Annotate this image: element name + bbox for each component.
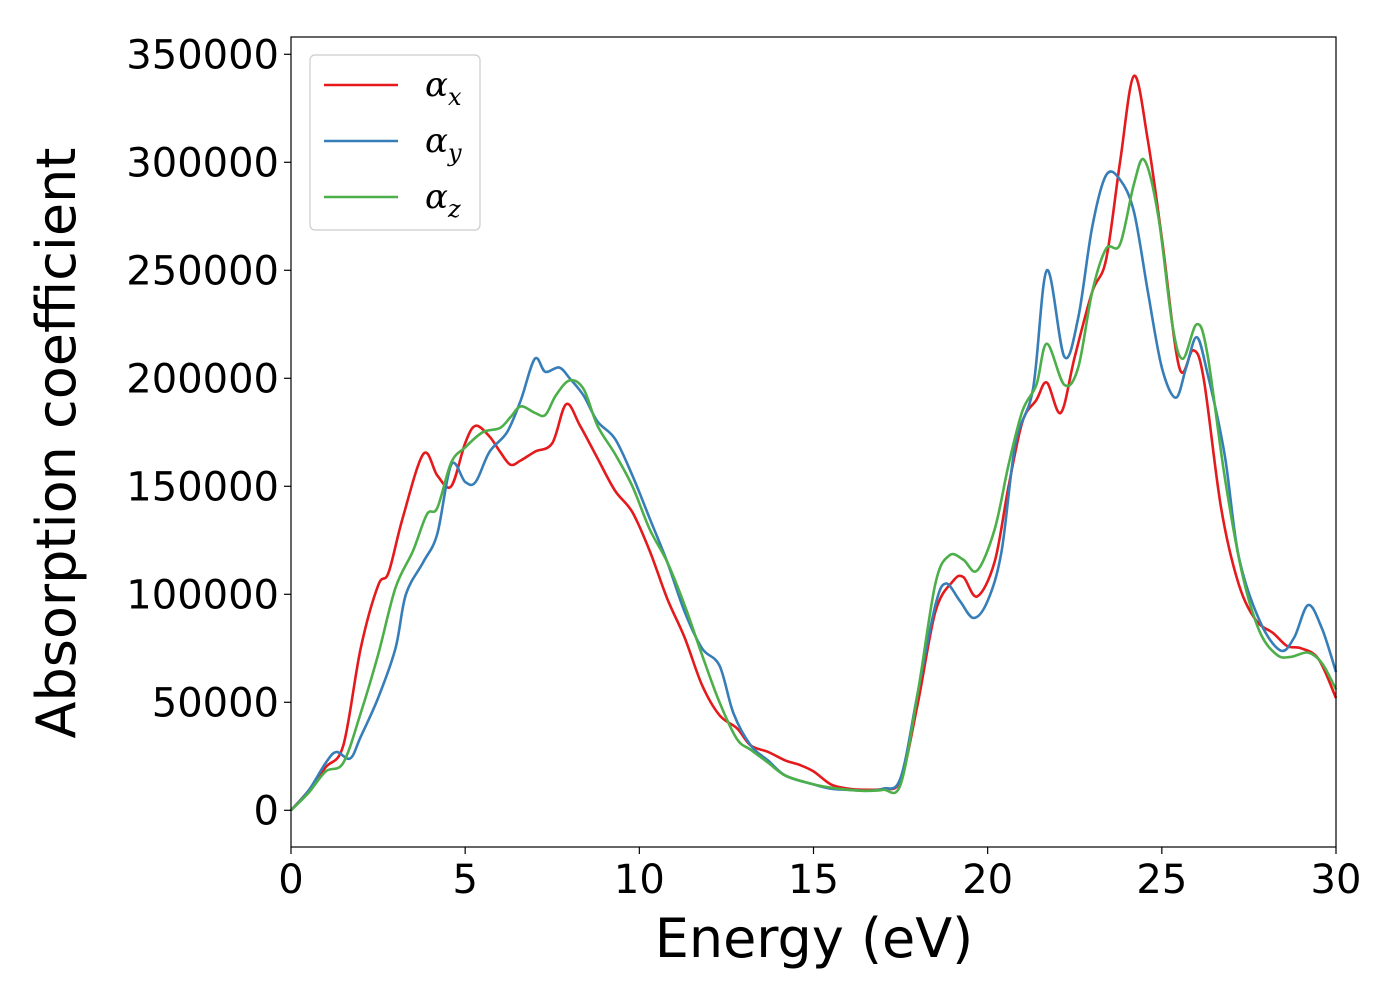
x-tick-label: 20 bbox=[962, 857, 1013, 903]
legend-box bbox=[309, 54, 481, 231]
legend-symbol: α bbox=[425, 121, 448, 161]
x-tick-label: 25 bbox=[1136, 857, 1187, 903]
legend-subscript: y bbox=[447, 139, 462, 167]
legend-symbol: α bbox=[425, 177, 448, 217]
series-line-z bbox=[290, 157, 1338, 812]
tick-layer: 0 5 10 15 20 25 30 0 50000 100000 150000 200000 2500… bbox=[126, 32, 1361, 903]
y-tick-label: 50000 bbox=[152, 680, 279, 726]
legend-label-z: αz bbox=[425, 177, 461, 223]
y-tick-label: 350000 bbox=[126, 32, 279, 78]
y-tick-label: 150000 bbox=[126, 464, 279, 510]
x-tick-label: 30 bbox=[1311, 857, 1362, 903]
x-axis-label: Energy (eV) bbox=[655, 907, 974, 970]
x-tick-label: 5 bbox=[452, 857, 477, 903]
y-axis-label: Absorption coefficient bbox=[25, 148, 88, 739]
legend-subscript: x bbox=[448, 83, 462, 111]
legend-subscript: z bbox=[447, 195, 461, 223]
y-tick-label: 300000 bbox=[126, 140, 279, 186]
plot-frame bbox=[290, 36, 1337, 848]
y-tick-label: 250000 bbox=[126, 248, 279, 294]
x-tick-label: 10 bbox=[614, 857, 665, 903]
y-tick-label: 100000 bbox=[126, 572, 279, 618]
y-tick-label: 0 bbox=[254, 788, 279, 834]
legend-label-x: αx bbox=[425, 65, 462, 111]
legend-symbol: α bbox=[425, 65, 448, 105]
series-line-y bbox=[290, 170, 1338, 812]
y-tick-label: 200000 bbox=[126, 356, 279, 402]
x-tick-label: 15 bbox=[788, 857, 839, 903]
x-tick-label: 0 bbox=[278, 857, 303, 903]
legend-label-y: αy bbox=[425, 121, 462, 167]
series-layer bbox=[290, 74, 1338, 812]
